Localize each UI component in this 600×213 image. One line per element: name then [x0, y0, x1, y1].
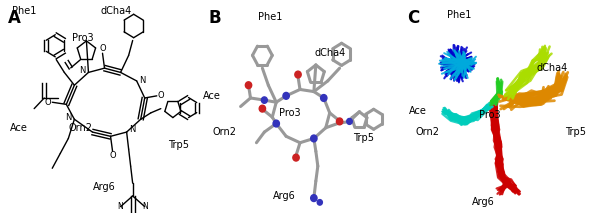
Text: Arg6: Arg6 [273, 191, 296, 201]
Text: O: O [45, 98, 52, 107]
Text: N: N [118, 202, 124, 211]
Text: N: N [130, 125, 136, 134]
Text: Ace: Ace [203, 91, 221, 101]
Text: Pro3: Pro3 [479, 110, 500, 120]
Text: Orn2: Orn2 [415, 127, 439, 137]
Text: Arg6: Arg6 [472, 197, 495, 207]
Text: C: C [407, 9, 419, 27]
Text: A: A [8, 9, 21, 27]
Circle shape [262, 97, 268, 103]
Circle shape [311, 195, 317, 201]
Text: dCha4: dCha4 [536, 63, 568, 73]
Text: N: N [79, 66, 86, 75]
Text: Ace: Ace [409, 106, 427, 116]
Text: O: O [109, 151, 116, 160]
Circle shape [283, 92, 289, 99]
Circle shape [337, 118, 343, 125]
Circle shape [320, 95, 327, 101]
Text: Arg6: Arg6 [93, 183, 116, 192]
Circle shape [295, 71, 301, 78]
Circle shape [273, 120, 280, 127]
Circle shape [259, 105, 266, 112]
Text: N: N [140, 76, 146, 85]
Circle shape [311, 135, 317, 142]
Text: Phe1: Phe1 [258, 12, 283, 22]
Text: B: B [209, 9, 221, 27]
Circle shape [293, 154, 299, 161]
Text: O: O [99, 45, 106, 53]
Circle shape [245, 82, 251, 89]
Text: O: O [157, 91, 164, 100]
Circle shape [317, 200, 322, 205]
Text: Ace: Ace [10, 123, 28, 133]
Text: Phe1: Phe1 [447, 10, 472, 20]
Text: Pro3: Pro3 [73, 33, 94, 43]
Text: N: N [142, 202, 148, 211]
Text: dCha4: dCha4 [101, 6, 132, 16]
Text: Orn2: Orn2 [212, 127, 236, 137]
Text: Pro3: Pro3 [279, 108, 301, 118]
Text: Orn2: Orn2 [68, 123, 92, 133]
Text: dCha4: dCha4 [314, 48, 346, 58]
Text: Trp5: Trp5 [169, 140, 190, 150]
Text: N: N [65, 113, 71, 122]
Text: Trp5: Trp5 [565, 127, 586, 137]
Text: Phe1: Phe1 [12, 6, 37, 16]
Text: Trp5: Trp5 [353, 134, 374, 143]
Circle shape [347, 118, 352, 124]
